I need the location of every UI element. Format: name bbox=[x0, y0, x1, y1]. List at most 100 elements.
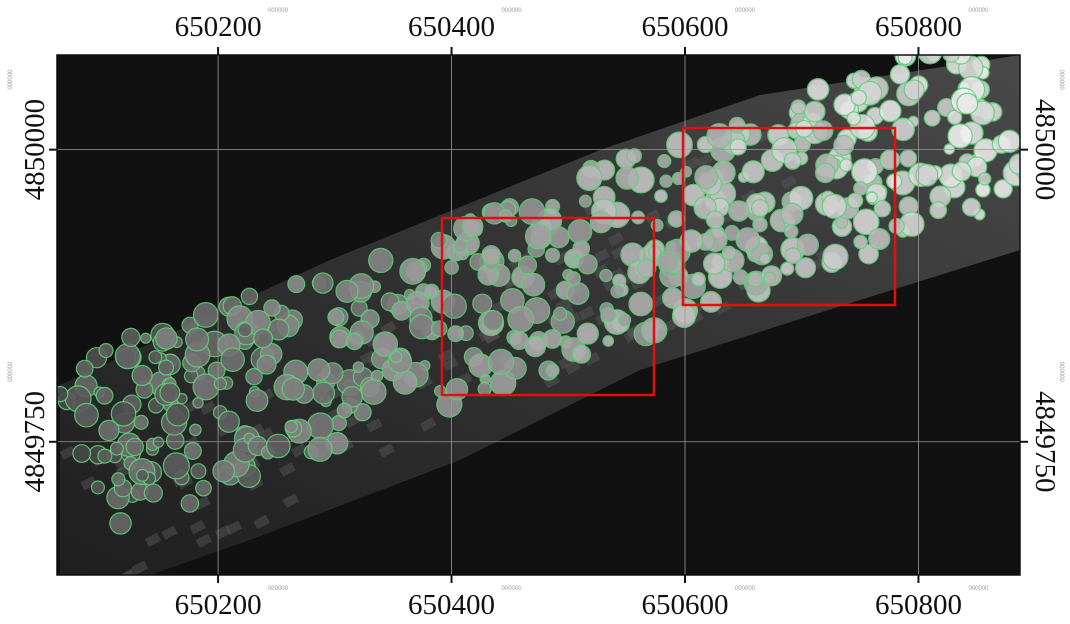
minor-label: 000000 bbox=[735, 586, 756, 592]
tree-crown bbox=[519, 199, 544, 224]
minor-label: 000000 bbox=[268, 8, 289, 14]
tree-crown bbox=[510, 331, 528, 349]
tree-crown bbox=[53, 387, 68, 402]
minor-label: 000000 bbox=[1058, 70, 1064, 91]
tree-crown bbox=[706, 211, 723, 228]
tree-crown bbox=[285, 420, 297, 432]
tree-crown bbox=[751, 200, 768, 217]
minor-label: 000000 bbox=[502, 586, 523, 592]
minor-label: 000000 bbox=[968, 8, 989, 14]
tree-crown bbox=[578, 255, 597, 274]
tree-crown bbox=[890, 65, 909, 84]
tree-crown bbox=[328, 309, 344, 325]
tree-crown bbox=[781, 203, 803, 225]
tree-crown bbox=[869, 228, 890, 249]
tree-crown bbox=[813, 121, 833, 141]
tree-crown bbox=[567, 283, 589, 305]
tree-crown bbox=[816, 163, 835, 182]
tree-crown bbox=[930, 202, 947, 219]
tree-crown bbox=[874, 201, 890, 217]
tree-crown bbox=[611, 285, 624, 298]
x-tick-label: 650400 bbox=[408, 589, 495, 621]
tree-crown bbox=[190, 424, 201, 435]
tree-crown bbox=[221, 348, 244, 371]
tree-crown bbox=[522, 274, 544, 296]
minor-label: 000000 bbox=[502, 8, 523, 14]
tree-crown bbox=[373, 332, 397, 356]
tree-crown bbox=[760, 253, 771, 264]
tree-crown bbox=[948, 124, 972, 148]
tree-crown bbox=[904, 80, 924, 100]
x-tick-label: 650200 bbox=[175, 11, 262, 43]
tree-crown bbox=[160, 383, 180, 403]
tree-crown bbox=[191, 464, 206, 479]
tree-crown bbox=[73, 445, 91, 463]
minor-label: 000000 bbox=[8, 361, 14, 382]
tree-crown bbox=[548, 227, 569, 248]
tree-crown bbox=[241, 288, 257, 304]
tree-crown bbox=[880, 150, 900, 170]
tree-crown bbox=[918, 40, 942, 64]
tree-crown bbox=[166, 403, 189, 426]
map-figure: 6502006502000000000000006504006504000000… bbox=[0, 0, 1070, 624]
tree-crown bbox=[115, 344, 140, 369]
tree-crown bbox=[98, 449, 112, 463]
x-tick-label: 650600 bbox=[641, 11, 728, 43]
tree-crown bbox=[330, 330, 348, 348]
tree-crown bbox=[137, 470, 149, 482]
tree-crown bbox=[454, 239, 467, 252]
tree-crown bbox=[822, 194, 846, 218]
tree-crown bbox=[577, 323, 598, 344]
minor-label: 000000 bbox=[8, 69, 14, 90]
tree-crown bbox=[603, 336, 613, 346]
tree-crown bbox=[159, 360, 174, 375]
tree-crown bbox=[618, 314, 630, 326]
tree-crown bbox=[736, 228, 760, 252]
tree-crown bbox=[998, 130, 1020, 152]
tree-crown bbox=[898, 51, 912, 65]
tree-crown bbox=[629, 292, 653, 316]
tree-crown bbox=[478, 382, 491, 395]
tree-crown bbox=[163, 453, 189, 479]
tree-crown bbox=[400, 258, 426, 284]
tree-crown bbox=[840, 159, 852, 171]
tree-crown bbox=[979, 173, 991, 185]
y-tick-label: 4850000 bbox=[19, 99, 51, 201]
minor-label: 000000 bbox=[735, 8, 756, 14]
tree-crown bbox=[446, 379, 467, 400]
tree-crown bbox=[432, 321, 447, 336]
y-tick-label: 4849750 bbox=[1029, 391, 1061, 493]
tree-crown bbox=[526, 224, 551, 249]
minor-label: 000000 bbox=[268, 586, 289, 592]
tree-crown bbox=[134, 415, 148, 429]
x-tick-label: 650600 bbox=[641, 589, 728, 621]
tree-crown bbox=[112, 473, 125, 486]
tree-crown bbox=[848, 193, 863, 208]
tree-crown bbox=[482, 246, 500, 264]
x-tick-label: 650200 bbox=[175, 589, 262, 621]
tree-crown bbox=[214, 378, 226, 390]
tree-crown bbox=[361, 380, 386, 405]
tree-crown bbox=[847, 112, 860, 125]
tree-crown bbox=[483, 311, 503, 331]
tree-crown bbox=[99, 420, 119, 440]
tree-crown bbox=[791, 100, 805, 114]
tree-crown bbox=[184, 443, 201, 460]
tree-crown bbox=[141, 333, 151, 343]
tree-crown bbox=[573, 345, 591, 363]
tree-crown bbox=[196, 480, 212, 496]
tree-crown bbox=[264, 300, 280, 316]
tree-crown bbox=[785, 225, 798, 238]
tree-crown bbox=[99, 344, 113, 358]
tree-crown bbox=[852, 159, 878, 185]
tree-crown bbox=[834, 135, 854, 155]
tree-crown bbox=[313, 273, 333, 293]
y-tick-label: 4850000 bbox=[1029, 99, 1061, 201]
tree-crown bbox=[462, 216, 482, 236]
tree-crown bbox=[282, 378, 304, 400]
tree-crown bbox=[499, 210, 511, 222]
tree-crown bbox=[254, 329, 273, 348]
tree-crown bbox=[122, 328, 140, 346]
tree-crown bbox=[425, 284, 438, 297]
x-tick-label: 650800 bbox=[875, 589, 962, 621]
